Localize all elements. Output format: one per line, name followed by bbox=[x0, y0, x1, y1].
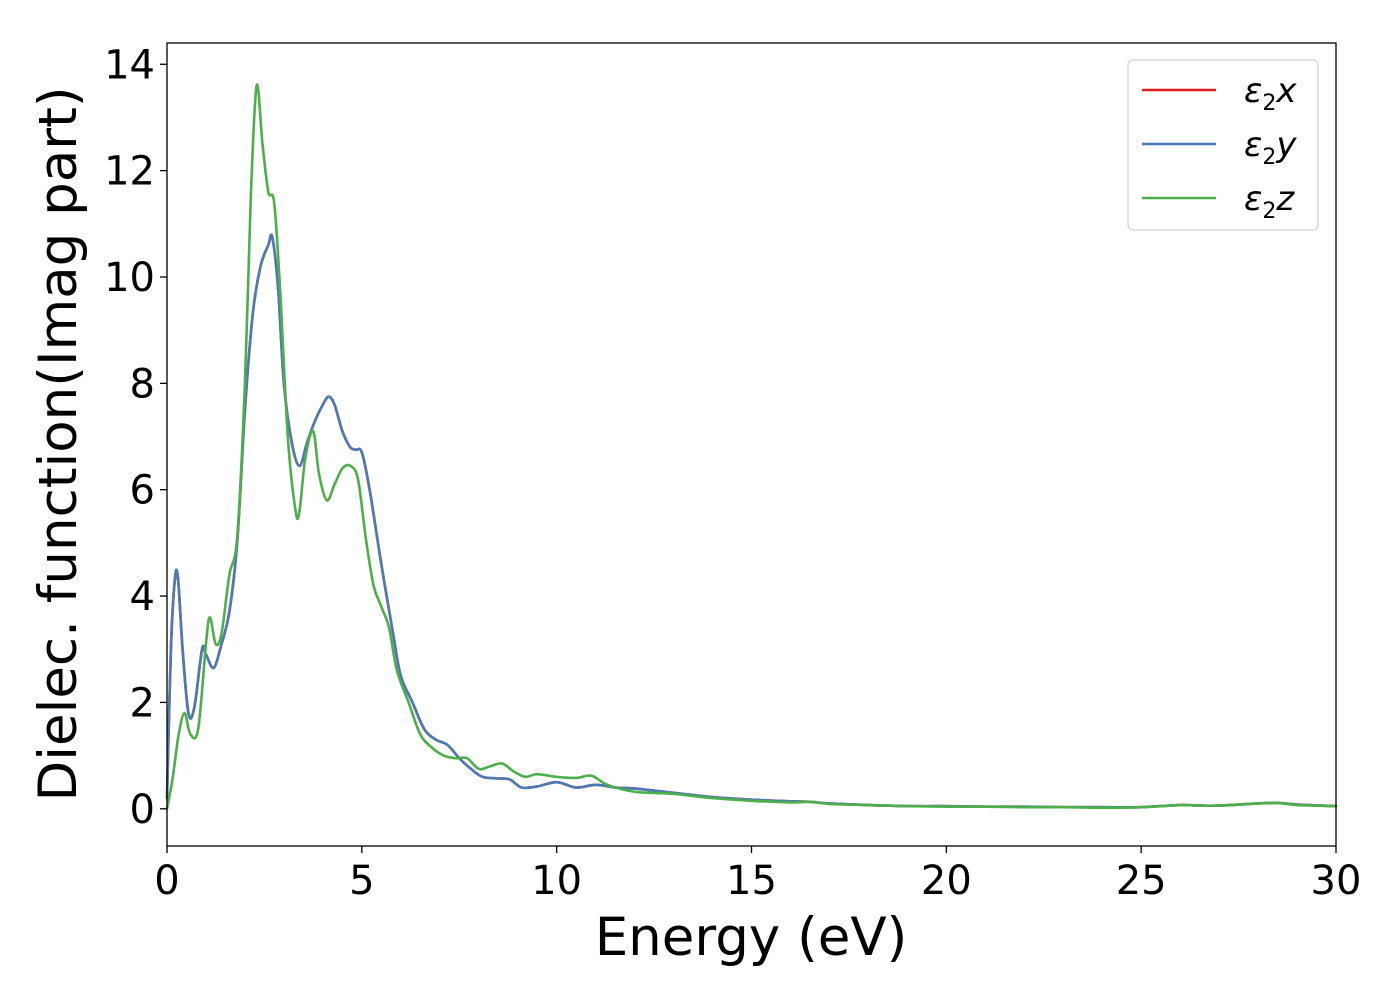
y-tick-label: 8 bbox=[130, 361, 155, 407]
y-axis-ticks: 0 2 4 6 8 10 12 14 bbox=[104, 42, 167, 833]
series-line-3 bbox=[165, 83, 1338, 811]
y-tick-label: 4 bbox=[130, 574, 155, 620]
legend-box bbox=[1127, 59, 1319, 231]
y-tick-label: 10 bbox=[104, 255, 155, 301]
legend-label: ε2z bbox=[1244, 179, 1295, 224]
x-tick-label: 20 bbox=[921, 858, 972, 904]
x-tick-label: 5 bbox=[349, 858, 374, 904]
series-line-2 bbox=[165, 233, 1338, 809]
x-tick-label: 30 bbox=[1311, 858, 1362, 904]
x-tick-label: 0 bbox=[154, 858, 179, 904]
y-tick-label: 12 bbox=[104, 149, 155, 195]
y-tick-label: 0 bbox=[130, 787, 155, 833]
y-axis-label: Dielec. function(Imag part) bbox=[28, 86, 89, 801]
series-layer bbox=[165, 83, 1338, 811]
series-line-1 bbox=[165, 233, 1338, 809]
x-axis-label: Energy (eV) bbox=[595, 907, 908, 968]
y-tick-label: 6 bbox=[130, 468, 155, 514]
x-axis-ticks: 0 5 10 15 20 25 30 bbox=[154, 846, 1361, 904]
legend: ε2x ε2y ε2z bbox=[1127, 59, 1319, 231]
x-tick-label: 15 bbox=[726, 858, 777, 904]
y-tick-label: 14 bbox=[104, 42, 155, 88]
x-tick-label: 25 bbox=[1116, 858, 1167, 904]
legend-label: ε2y bbox=[1244, 125, 1297, 170]
y-tick-label: 2 bbox=[130, 680, 155, 726]
x-tick-label: 10 bbox=[531, 858, 582, 904]
legend-label: ε2x bbox=[1244, 71, 1297, 116]
